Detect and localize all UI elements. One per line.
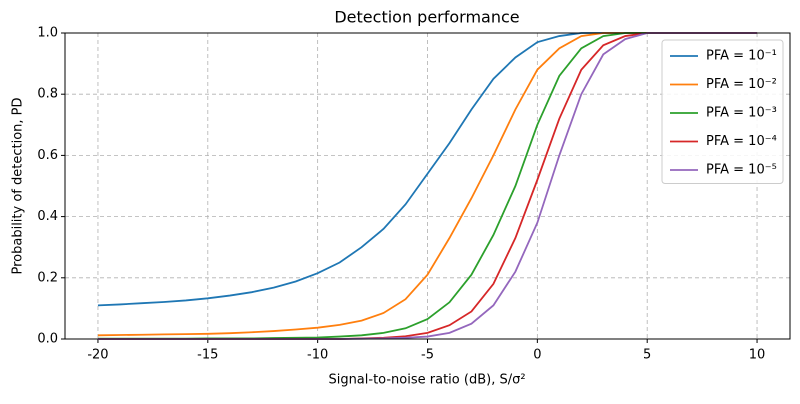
x-tick-label: -10 xyxy=(307,348,328,363)
chart-title: Detection performance xyxy=(334,8,519,27)
legend-label: PFA = 10⁻³ xyxy=(706,106,777,121)
x-tick-label: -15 xyxy=(197,348,218,363)
legend-label: PFA = 10⁻⁴ xyxy=(706,134,777,149)
y-tick-label: 0.2 xyxy=(37,270,58,285)
y-tick-label: 1.0 xyxy=(37,26,58,41)
plot-frame xyxy=(64,32,791,340)
x-tick-label: 0 xyxy=(533,348,541,363)
x-tick-label: 10 xyxy=(749,348,766,363)
legend-label: PFA = 10⁻¹ xyxy=(706,49,777,64)
y-axis-label: Probability of detection, PD xyxy=(11,97,26,274)
x-axis-label: Signal-to-noise ratio (dB), S/σ² xyxy=(328,373,525,388)
legend-label: PFA = 10⁻⁵ xyxy=(706,163,777,178)
y-tick-label: 0.8 xyxy=(37,87,58,102)
legend-box xyxy=(661,39,784,184)
x-tick-label: -5 xyxy=(421,348,434,363)
y-tick-label: 0.6 xyxy=(37,148,58,163)
x-tick-label: -20 xyxy=(87,348,108,363)
legend-label: PFA = 10⁻² xyxy=(706,77,777,92)
y-tick-label: 0.4 xyxy=(37,209,58,224)
legend: PFA = 10⁻¹ PFA = 10⁻² PFA = 10⁻³ PFA = 10⁻⁴… xyxy=(661,39,784,184)
y-tick-label: 0.0 xyxy=(37,332,58,347)
x-tick-label: 5 xyxy=(643,348,651,363)
